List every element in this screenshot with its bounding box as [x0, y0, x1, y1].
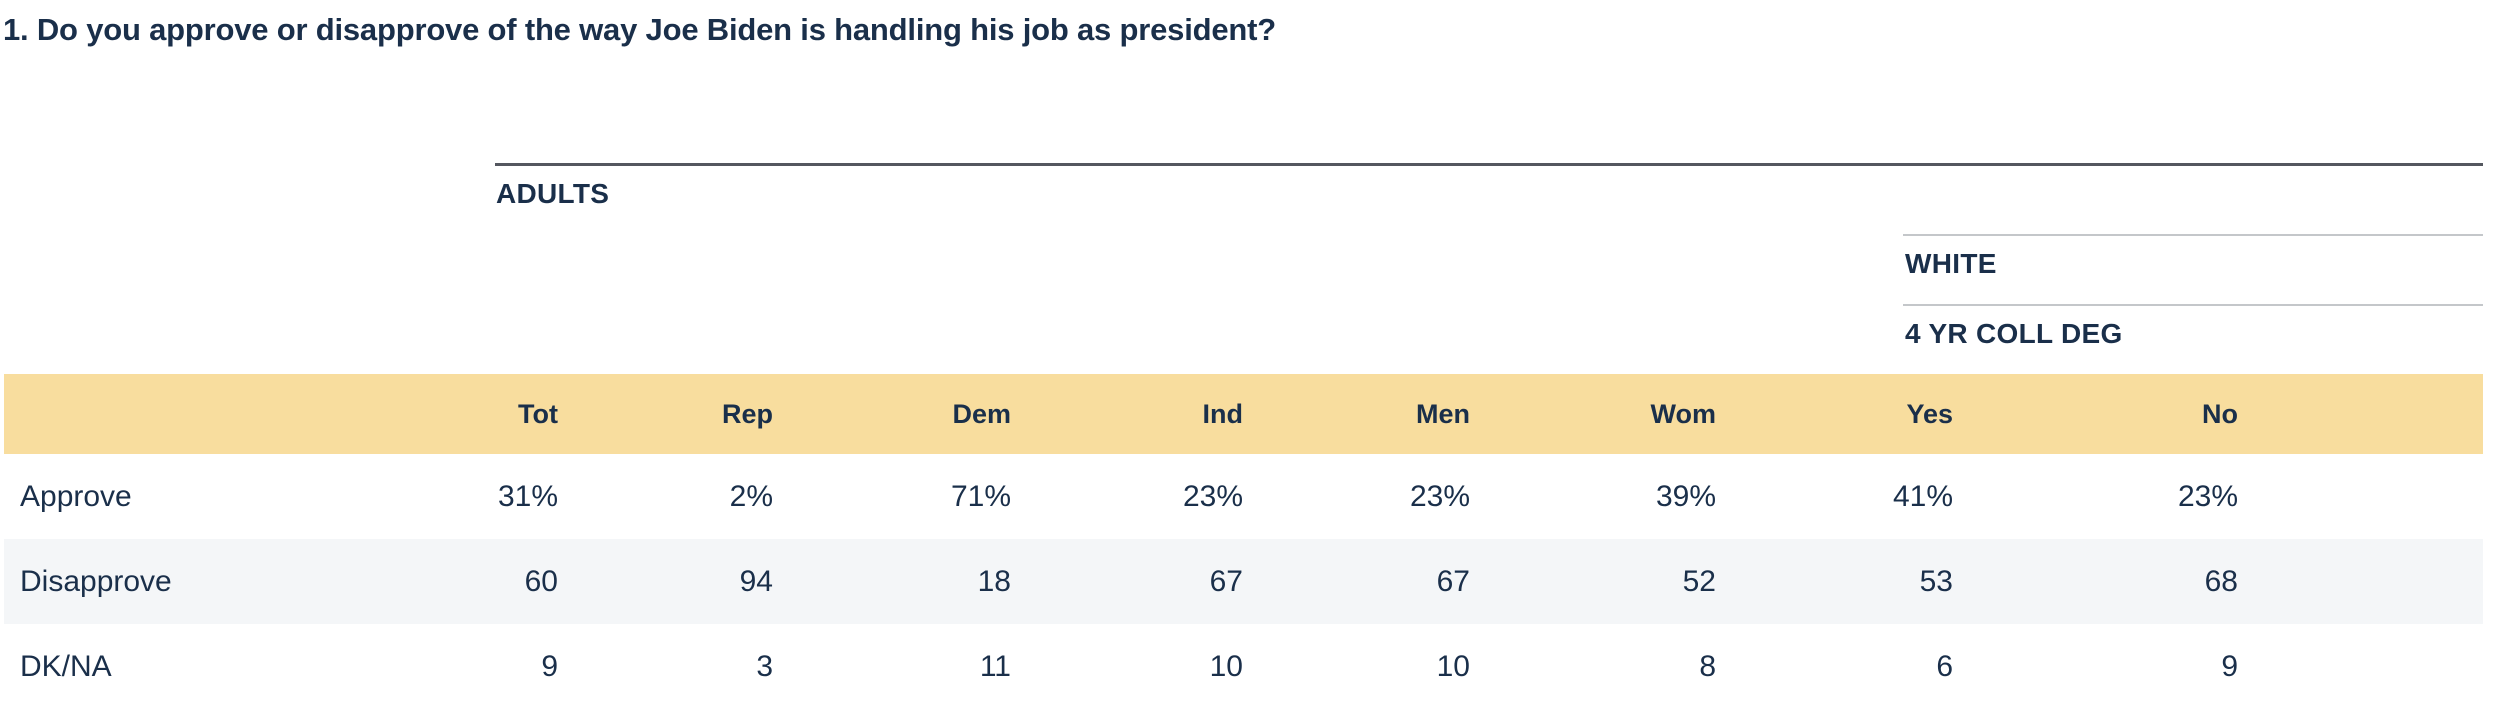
cell-value: 10 [1436, 649, 1470, 683]
cell-value: 18 [977, 564, 1011, 598]
col-header-men: Men [1416, 398, 1470, 429]
row-label: DK/NA [20, 649, 112, 683]
cell-value: 68 [2204, 564, 2238, 598]
cell-value: 23% [2177, 479, 2238, 513]
col-header-tot: Tot [518, 398, 558, 429]
cell-value: 52 [1682, 564, 1716, 598]
table-row-approve: Approve 31% 2% 71% 23% 23% 39% 41% 23% [4, 454, 2483, 539]
cell-value: 23% [1182, 479, 1243, 513]
cell-value: 53 [1919, 564, 1953, 598]
cell-value: 9 [541, 649, 558, 683]
col-header-no: No [2202, 398, 2238, 429]
table-row-disapprove: Disapprove 60 94 18 67 67 52 53 68 [4, 539, 2483, 624]
results-table: Tot Rep Dem Ind Men Wom Yes No Approve 3… [4, 374, 2483, 709]
cell-value: 94 [739, 564, 773, 598]
cell-value: 67 [1436, 564, 1470, 598]
cell-value: 2% [729, 479, 773, 513]
cell-value: 11 [979, 649, 1011, 683]
cell-value: 10 [1209, 649, 1243, 683]
white-group-label: WHITE [1905, 248, 1997, 279]
cell-value: 71% [950, 479, 1011, 513]
cell-value: 67 [1209, 564, 1243, 598]
col-header-rep: Rep [721, 398, 773, 429]
row-label: Approve [20, 479, 132, 513]
white-group-rule [1903, 234, 2483, 236]
col-header-wom: Wom [1650, 398, 1717, 429]
coll-deg-group-label: 4 YR COLL DEG [1905, 318, 2123, 349]
cell-value: 9 [2221, 649, 2238, 683]
column-header-row: Tot Rep Dem Ind Men Wom Yes No [4, 374, 2483, 454]
question-title: 1. Do you approve or disapprove of the w… [3, 12, 1276, 47]
coll-deg-group-rule [1903, 304, 2483, 306]
row-label: Disapprove [20, 564, 172, 598]
cell-value: 41% [1892, 479, 1953, 513]
cell-value: 6 [1936, 649, 1953, 683]
cell-value: 31% [497, 479, 558, 513]
cell-value: 3 [756, 649, 773, 683]
table-row-dkna: DK/NA 9 3 11 10 10 8 6 9 [4, 624, 2483, 709]
adults-group-label: ADULTS [496, 178, 610, 209]
cell-value: 23% [1409, 479, 1470, 513]
col-header-ind: Ind [1202, 398, 1244, 429]
col-header-dem: Dem [952, 398, 1011, 429]
cell-value: 8 [1699, 649, 1716, 683]
cell-value: 60 [524, 564, 558, 598]
cell-value: 39% [1655, 479, 1716, 513]
col-header-yes: Yes [1906, 398, 1953, 429]
adults-group-rule [495, 163, 2483, 166]
